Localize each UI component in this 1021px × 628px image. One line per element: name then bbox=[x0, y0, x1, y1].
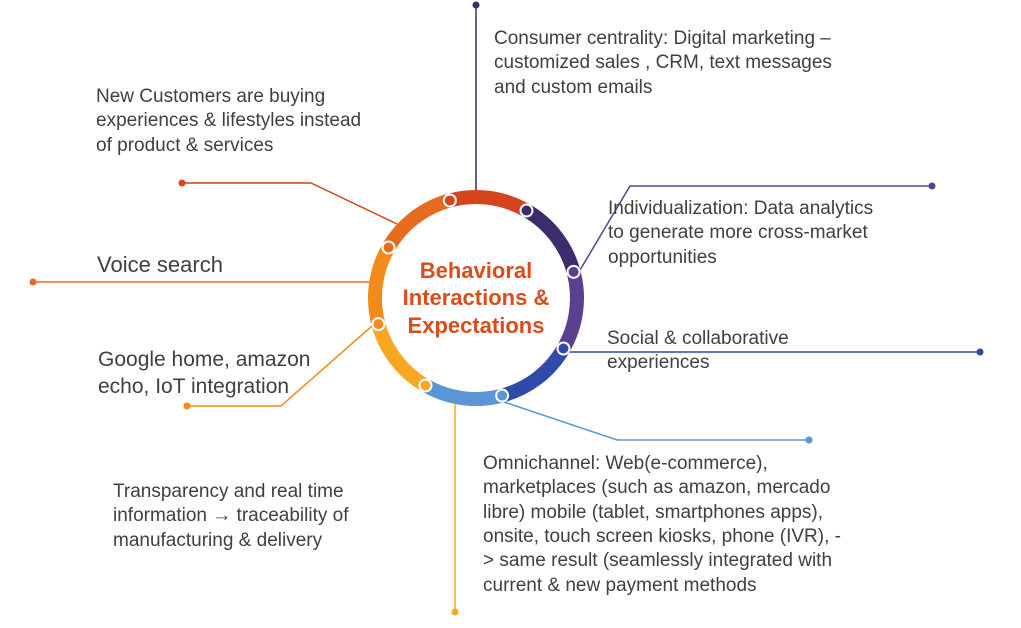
end-dot bbox=[473, 2, 480, 9]
end-dot bbox=[179, 180, 186, 187]
ring-dot bbox=[444, 194, 456, 206]
ring-segment bbox=[448, 190, 530, 217]
connector-line bbox=[182, 183, 397, 224]
ring-dot bbox=[568, 266, 580, 278]
end-dot bbox=[30, 279, 37, 286]
diagram-canvas: BehavioralInteractions &Expectations Con… bbox=[0, 0, 1021, 628]
annotation-text: Transparency and real time information →… bbox=[113, 480, 403, 553]
annotation-text: Individualization: Data analytics to gen… bbox=[608, 197, 888, 270]
connector-line bbox=[504, 402, 809, 440]
ring-dot bbox=[420, 379, 432, 391]
annotation-text: Social & collaborative experiences bbox=[607, 327, 857, 376]
center-title: BehavioralInteractions &Expectations bbox=[390, 257, 562, 340]
annotation-text: Consumer centrality: Digital marketing –… bbox=[494, 27, 854, 100]
annotation-text: Voice search bbox=[97, 251, 297, 279]
end-dot bbox=[452, 609, 459, 616]
annotation-text: Omnichannel: Web(e-commerce), marketplac… bbox=[483, 452, 853, 598]
end-dot bbox=[184, 403, 191, 410]
end-dot bbox=[977, 349, 984, 356]
annotation-text: Google home, amazon echo, IoT integratio… bbox=[98, 347, 328, 401]
end-dot bbox=[929, 183, 936, 190]
center-title-line: Behavioral bbox=[390, 257, 562, 285]
ring-dot bbox=[496, 390, 508, 402]
center-title-line: Expectations bbox=[390, 312, 562, 340]
ring-dot bbox=[372, 318, 384, 330]
end-dot bbox=[806, 437, 813, 444]
center-title-line: Interactions & bbox=[390, 284, 562, 312]
ring-dot bbox=[521, 205, 533, 217]
ring-dot bbox=[557, 343, 569, 355]
ring-segment bbox=[422, 379, 504, 406]
ring-dot bbox=[383, 242, 395, 254]
annotation-text: New Customers are buying experiences & l… bbox=[96, 85, 376, 158]
